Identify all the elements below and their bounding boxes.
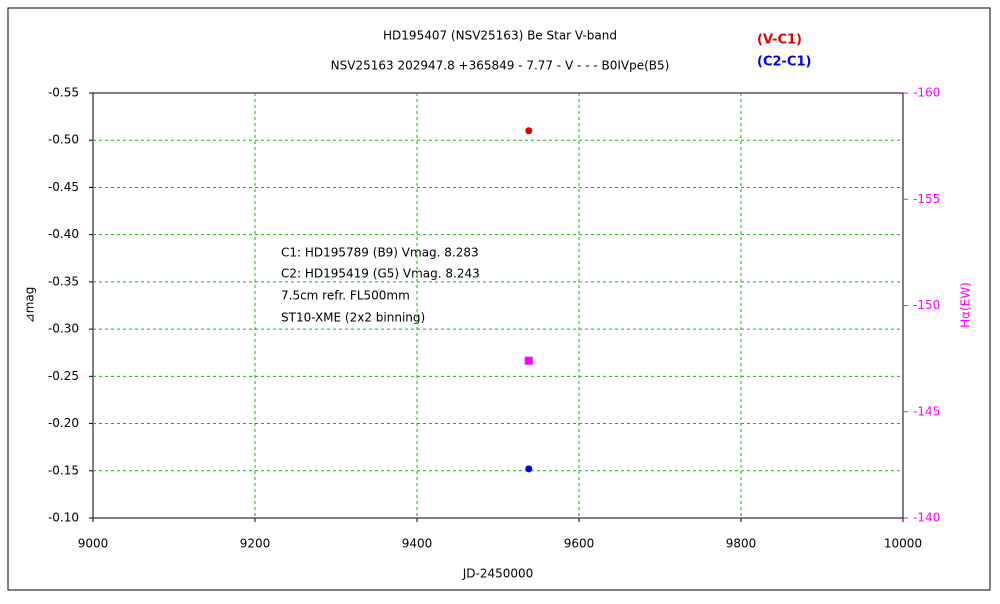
y2-tick-label: -145	[913, 404, 940, 418]
y2-tick-label: -150	[913, 298, 940, 312]
x-tick-label: 9600	[564, 537, 595, 551]
y2-tick-label: -140	[913, 511, 940, 525]
x-tick-label: 9800	[726, 537, 757, 551]
chart-title: HD195407 (NSV25163) Be Star V-band	[383, 29, 617, 43]
x-tick-label: 9400	[402, 537, 433, 551]
point	[525, 127, 533, 135]
y-axis-label: ⊿mag	[23, 287, 37, 324]
frame	[7, 7, 991, 591]
point	[525, 465, 533, 473]
y-tick-label: -0.15	[48, 463, 79, 477]
y-tick-label: -0.45	[48, 180, 79, 194]
legend-entry: (C2-C1)	[757, 55, 811, 70]
y-tick-label: -0.20	[48, 416, 79, 430]
y-tick-label: -0.35	[48, 274, 79, 288]
y-tick-label: -0.40	[48, 227, 79, 241]
annotation: ST10-XME (2x2 binning)	[281, 311, 425, 325]
annotation: C2: HD195419 (G5) Vmag. 8.243	[281, 267, 480, 281]
x-tick-label: 10000	[884, 537, 922, 551]
point	[524, 356, 533, 365]
x-axis-label: JD-2450000	[462, 567, 534, 581]
y-tick-label: -0.10	[48, 511, 79, 525]
annotation: 7.5cm refr. FL500mm	[281, 289, 410, 303]
y-tick-label: -0.25	[48, 369, 79, 383]
chart-subtitle: NSV25163 202947.8 +365849 - 7.77 - V - -…	[331, 59, 670, 73]
x-tick-label: 9200	[240, 537, 271, 551]
y2-tick-label: -155	[913, 192, 940, 206]
y2-axis-label: Hα(EW)	[959, 282, 973, 328]
x-tick-label: 9000	[78, 537, 109, 551]
y2-tick-label: -160	[913, 86, 940, 100]
y-tick-label: -0.55	[48, 86, 79, 100]
annotation: C1: HD195789 (B9) Vmag. 8.283	[281, 246, 479, 260]
legend-entry: (V-C1)	[757, 33, 802, 48]
y-tick-label: -0.50	[48, 133, 79, 147]
y-tick-label: -0.30	[48, 322, 79, 336]
